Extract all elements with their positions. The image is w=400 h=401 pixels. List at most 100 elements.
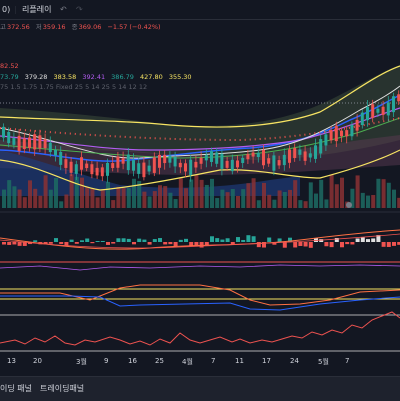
candle-body bbox=[272, 155, 276, 171]
indicator-params: 75 1.5 1.75 1.75 Fixed 25 5 14 25 5 14 1… bbox=[0, 83, 148, 91]
histogram-bar bbox=[256, 242, 261, 248]
volume-bar bbox=[48, 189, 53, 208]
tab-trading-panel[interactable]: 트레이딩패널 bbox=[40, 384, 85, 393]
histogram-bar bbox=[54, 238, 58, 242]
volume-bar bbox=[147, 196, 152, 208]
histogram-bar bbox=[59, 242, 64, 244]
volume-bar bbox=[111, 200, 116, 208]
price-chart[interactable] bbox=[0, 0, 400, 376]
candle-body bbox=[95, 167, 99, 176]
volume-bar bbox=[95, 197, 100, 208]
candle-body bbox=[288, 149, 291, 163]
candle-body bbox=[126, 154, 130, 171]
candle-body bbox=[64, 159, 68, 168]
candle-body bbox=[121, 158, 125, 164]
candle-body bbox=[397, 94, 400, 102]
time-label: 24 bbox=[290, 357, 299, 365]
candle-body bbox=[204, 154, 208, 161]
histogram-bar bbox=[230, 242, 235, 245]
candle-body bbox=[7, 132, 11, 144]
indicator-legend-3[interactable]: 75 1.5 1.75 1.75 Fixed 25 5 14 25 5 14 1… bbox=[0, 83, 151, 91]
candle-body bbox=[282, 154, 286, 166]
candle-body bbox=[277, 160, 281, 166]
volume-bar bbox=[33, 188, 38, 208]
candle-body bbox=[178, 162, 182, 168]
volume-bar bbox=[168, 192, 173, 208]
candle-body bbox=[33, 134, 37, 150]
histogram-bar bbox=[392, 242, 396, 246]
volume-bar bbox=[386, 182, 391, 208]
histogram-bar bbox=[95, 240, 100, 242]
indicator-legend-2[interactable]: 73.79 379.28 383.58 392.41 386.79 427.80… bbox=[0, 73, 196, 81]
histogram-bar bbox=[111, 242, 116, 244]
volume-bar bbox=[282, 191, 287, 208]
candle-body bbox=[111, 163, 115, 169]
histogram-bar bbox=[329, 242, 334, 248]
histogram-bar bbox=[334, 238, 339, 242]
redo-icon[interactable]: ↷ bbox=[76, 5, 83, 14]
indicator-legend-1[interactable]: 82.52 bbox=[0, 62, 23, 70]
volume-bar bbox=[225, 192, 230, 208]
time-label: 11 bbox=[235, 357, 244, 365]
volume-bar bbox=[314, 193, 318, 208]
histogram-bar bbox=[293, 242, 298, 248]
lower-band bbox=[0, 149, 400, 191]
volume-bar bbox=[324, 199, 329, 208]
ohlc-legend: 고372.56 저359.16 종369.06 −1.57 (−0.42%) bbox=[0, 23, 165, 31]
candle-body bbox=[12, 138, 16, 145]
candle-body bbox=[54, 149, 57, 156]
undo-icon[interactable]: ↶ bbox=[60, 5, 67, 14]
candle-body bbox=[308, 153, 312, 158]
event-marker[interactable] bbox=[346, 202, 352, 208]
histogram-bar bbox=[106, 242, 110, 245]
candle-body bbox=[173, 156, 177, 167]
time-label: 25 bbox=[155, 357, 164, 365]
candle-body bbox=[386, 102, 390, 116]
time-axis[interactable]: 13 20 3월 9 16 25 4월 7 11 17 24 5월 7 bbox=[0, 354, 400, 368]
volume-bar bbox=[241, 189, 246, 208]
volume-bars bbox=[2, 174, 400, 208]
candle-body bbox=[371, 104, 375, 118]
tab-trading-panel-partial[interactable]: 이딩 패널 bbox=[0, 384, 32, 393]
histogram-bar bbox=[100, 240, 105, 242]
candle-body bbox=[215, 152, 219, 164]
histogram-bar bbox=[184, 238, 188, 242]
histogram-bar bbox=[85, 238, 90, 242]
histogram-bar bbox=[272, 242, 277, 245]
candle-body bbox=[381, 106, 385, 115]
histogram-bar bbox=[43, 242, 48, 244]
time-label: 4월 bbox=[182, 358, 193, 366]
volume-bar bbox=[308, 182, 313, 208]
histogram-bar bbox=[2, 242, 6, 245]
volume-bar bbox=[272, 199, 277, 208]
histogram-bar bbox=[366, 239, 370, 242]
candle-body bbox=[116, 156, 120, 168]
thin-indicator bbox=[0, 264, 400, 271]
time-label: 20 bbox=[33, 357, 42, 365]
candle-body bbox=[376, 108, 380, 113]
macd-histogram bbox=[2, 235, 400, 248]
ma-green-line bbox=[0, 117, 400, 159]
time-label: 7 bbox=[211, 357, 216, 365]
interval-selector[interactable]: 0) bbox=[2, 5, 11, 14]
candle-body bbox=[147, 165, 151, 172]
volume-bar bbox=[152, 191, 157, 208]
histogram-bar bbox=[12, 242, 17, 245]
volume-bar bbox=[12, 186, 17, 208]
histogram-bar bbox=[204, 242, 209, 246]
histogram-bar bbox=[137, 238, 142, 242]
histogram-bar bbox=[90, 242, 95, 244]
histogram-bar bbox=[178, 239, 183, 242]
candle-body bbox=[74, 164, 78, 174]
volume-bar bbox=[22, 197, 27, 208]
histogram-bar bbox=[277, 238, 282, 242]
candle-body bbox=[334, 125, 338, 142]
volume-bar bbox=[17, 189, 22, 208]
candlesticks bbox=[2, 90, 400, 183]
replay-button[interactable]: 리플레이 bbox=[22, 5, 52, 14]
candle-body bbox=[168, 155, 172, 163]
volume-bar bbox=[178, 178, 183, 208]
candle-body bbox=[189, 159, 193, 175]
histogram-bar bbox=[199, 242, 204, 248]
histogram-bar bbox=[22, 242, 27, 246]
